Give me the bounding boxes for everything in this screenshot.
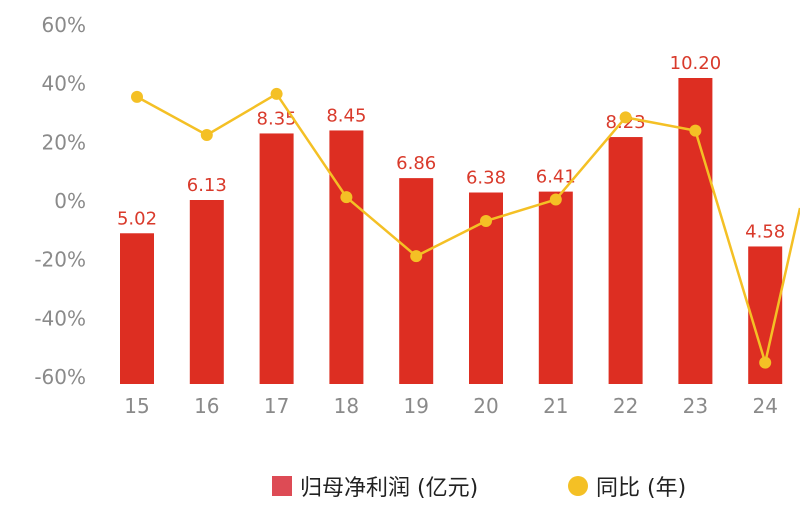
bar-label-16: 6.13 bbox=[187, 175, 227, 196]
x-axis: 15 16 17 18 19 20 21 22 23 24 bbox=[124, 394, 778, 418]
x-tick-label-19: 19 bbox=[403, 394, 428, 418]
bar-22 bbox=[608, 137, 643, 384]
y-tick-label: -40% bbox=[34, 306, 86, 330]
yoy-point-20 bbox=[480, 214, 492, 227]
yoy-point-16 bbox=[200, 129, 213, 141]
y-tick-label: 60% bbox=[42, 13, 86, 37]
x-tick-label-21: 21 bbox=[543, 394, 568, 418]
bar-label-24: 4.58 bbox=[745, 221, 785, 242]
bar-17 bbox=[259, 133, 294, 384]
x-tick-label-24: 24 bbox=[752, 394, 777, 418]
bar-label-20: 6.38 bbox=[466, 168, 506, 189]
bar-19 bbox=[399, 178, 434, 384]
legend-label-yoy: 同比 (年) bbox=[596, 476, 687, 501]
y-tick-label: -20% bbox=[34, 248, 86, 272]
bar-data-labels: 5.026.138.358.456.866.386.418.2310.204.5… bbox=[117, 53, 785, 242]
bar-label-21: 6.41 bbox=[536, 167, 576, 188]
y-tick-label: 0% bbox=[54, 189, 86, 213]
legend-swatch-dot bbox=[568, 476, 588, 496]
bar-23 bbox=[678, 78, 713, 384]
y-tick-label: 20% bbox=[42, 130, 86, 154]
yoy-point-22 bbox=[619, 111, 632, 124]
bar-18 bbox=[329, 130, 364, 384]
bar-label-23: 10.20 bbox=[670, 53, 722, 74]
yoy-point-23 bbox=[689, 124, 702, 137]
x-tick-label-22: 22 bbox=[613, 394, 638, 418]
yoy-point-18 bbox=[340, 191, 353, 204]
y-tick-label: -60% bbox=[34, 365, 86, 389]
bar-label-15: 5.02 bbox=[117, 208, 157, 229]
bar-15 bbox=[120, 233, 154, 384]
bar-16 bbox=[189, 200, 224, 384]
legend-item-net-profit[interactable]: 归母净利润 (亿元) bbox=[272, 466, 478, 506]
bar-label-17: 8.35 bbox=[257, 108, 297, 129]
y-axis: 60% 40% 20% 0% -20% -40% -60% bbox=[34, 13, 86, 389]
yoy-point-15 bbox=[131, 90, 143, 103]
yoy-point-19 bbox=[410, 250, 423, 263]
legend-swatch-bar bbox=[272, 476, 292, 496]
yoy-point-24 bbox=[759, 356, 772, 369]
bar-label-19: 6.86 bbox=[396, 153, 436, 174]
x-tick-label-18: 18 bbox=[334, 394, 359, 418]
bar-label-18: 8.45 bbox=[326, 105, 366, 126]
legend-label-net-profit: 归母净利润 (亿元) bbox=[300, 476, 479, 501]
yoy-point-21 bbox=[549, 193, 562, 206]
x-tick-label-15: 15 bbox=[124, 394, 149, 418]
x-tick-label-20: 20 bbox=[473, 394, 498, 418]
legend: 归母净利润 (亿元) 同比 (年) bbox=[0, 466, 800, 506]
y-tick-label: 40% bbox=[42, 72, 86, 96]
x-tick-label-17: 17 bbox=[264, 394, 289, 418]
bar-21 bbox=[538, 191, 573, 384]
legend-item-yoy[interactable]: 同比 (年) bbox=[568, 466, 686, 506]
x-tick-label-16: 16 bbox=[194, 394, 219, 418]
bar-series bbox=[120, 78, 783, 384]
x-tick-label-23: 23 bbox=[683, 394, 708, 418]
chart-svg: 60% 40% 20% 0% -20% -40% -60% 5.02 6.13 8.35 8.45… bbox=[34, 13, 800, 418]
yoy-line-series bbox=[131, 87, 800, 369]
yoy-point-17 bbox=[270, 87, 283, 100]
